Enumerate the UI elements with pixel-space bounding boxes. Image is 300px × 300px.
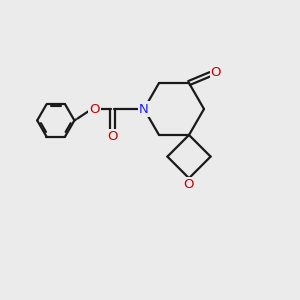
Text: O: O (211, 66, 221, 79)
Text: O: O (89, 103, 100, 116)
Text: O: O (184, 178, 194, 191)
Text: O: O (107, 130, 118, 143)
Text: N: N (139, 103, 149, 116)
